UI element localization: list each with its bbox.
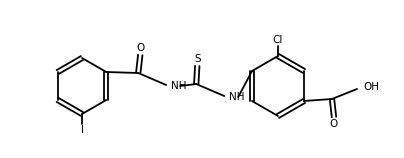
- Text: OH: OH: [363, 82, 379, 92]
- Text: NH: NH: [171, 81, 187, 91]
- Text: Cl: Cl: [273, 35, 283, 45]
- Text: O: O: [330, 119, 338, 129]
- Text: O: O: [136, 43, 144, 53]
- Text: NH: NH: [229, 92, 245, 102]
- Text: S: S: [194, 54, 200, 64]
- Text: I: I: [80, 125, 84, 135]
